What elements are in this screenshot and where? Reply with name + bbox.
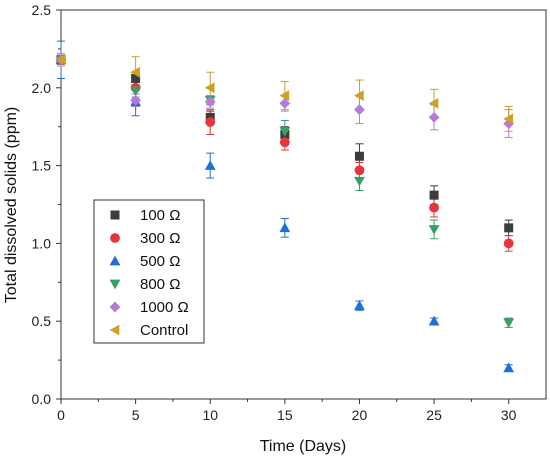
y-tick-label: 1.5 bbox=[32, 158, 52, 174]
x-tick-label: 15 bbox=[277, 407, 293, 423]
legend-marker bbox=[110, 233, 120, 243]
y-tick-label: 2.0 bbox=[32, 80, 52, 96]
point-300 bbox=[354, 165, 365, 176]
legend-marker bbox=[110, 210, 120, 220]
point-500 bbox=[204, 160, 216, 170]
x-tick-label: 20 bbox=[352, 407, 368, 423]
legend-box bbox=[93, 199, 205, 344]
legend-label: 800 Ω bbox=[140, 276, 180, 293]
legend-marker bbox=[109, 301, 121, 313]
point-100 bbox=[131, 73, 141, 83]
data-markers bbox=[55, 54, 515, 373]
point-300 bbox=[429, 202, 439, 213]
point-control bbox=[503, 113, 514, 125]
point-800 bbox=[130, 86, 142, 97]
legend-marker bbox=[109, 279, 121, 290]
point-800 bbox=[428, 225, 440, 235]
legend-label: Control bbox=[140, 322, 188, 339]
point-1000 bbox=[428, 111, 440, 123]
point-control bbox=[204, 82, 215, 94]
point-800 bbox=[279, 127, 291, 137]
point-1000 bbox=[354, 104, 365, 115]
x-tick-label: 25 bbox=[426, 407, 442, 423]
point-500 bbox=[354, 300, 365, 310]
point-100 bbox=[429, 190, 439, 200]
y-tick-label: 0.0 bbox=[32, 391, 52, 407]
y-tick-label: 0.5 bbox=[32, 313, 52, 329]
point-300 bbox=[503, 238, 514, 249]
point-500 bbox=[279, 222, 291, 233]
point-100 bbox=[504, 223, 514, 233]
point-500 bbox=[428, 315, 440, 326]
point-800 bbox=[354, 176, 365, 187]
legend-label: 300 Ω bbox=[140, 230, 180, 247]
point-500 bbox=[503, 362, 515, 373]
point-1000 bbox=[204, 96, 216, 108]
x-tick-label: 30 bbox=[501, 407, 517, 423]
point-control bbox=[130, 66, 140, 78]
point-1000 bbox=[279, 97, 291, 109]
y-axis-title: Total dissolved solids (ppm) bbox=[3, 107, 20, 304]
x-tick-label: 5 bbox=[132, 407, 140, 423]
point-control bbox=[279, 90, 290, 101]
legend-label: 100 Ω bbox=[140, 207, 180, 224]
legend-label: 1000 Ω bbox=[140, 299, 189, 316]
legend: 100 Ω 300 Ω 500 Ω 800 Ω 1000 Ω Control bbox=[93, 199, 205, 344]
legend-marker bbox=[109, 255, 121, 266]
legend-label: 500 Ω bbox=[140, 253, 180, 270]
point-control bbox=[428, 97, 439, 109]
point-control bbox=[55, 54, 66, 66]
x-tick-label: 10 bbox=[202, 407, 218, 423]
point-control bbox=[354, 90, 364, 101]
y-tick-label: 1.0 bbox=[32, 235, 52, 251]
x-tick-label: 0 bbox=[57, 407, 65, 423]
axis-ticks: 0 5 10 15 20 25 30 0.0 0.5 1.0 1.5 2.0 2.5 bbox=[32, 2, 517, 423]
point-800 bbox=[503, 318, 515, 329]
point-1000 bbox=[130, 94, 142, 106]
point-300 bbox=[279, 137, 290, 148]
legend-marker bbox=[109, 324, 120, 336]
point-100 bbox=[354, 151, 364, 161]
y-tick-label: 2.5 bbox=[32, 2, 52, 18]
x-axis-title: Time (Days) bbox=[260, 438, 347, 455]
point-300 bbox=[205, 117, 216, 127]
